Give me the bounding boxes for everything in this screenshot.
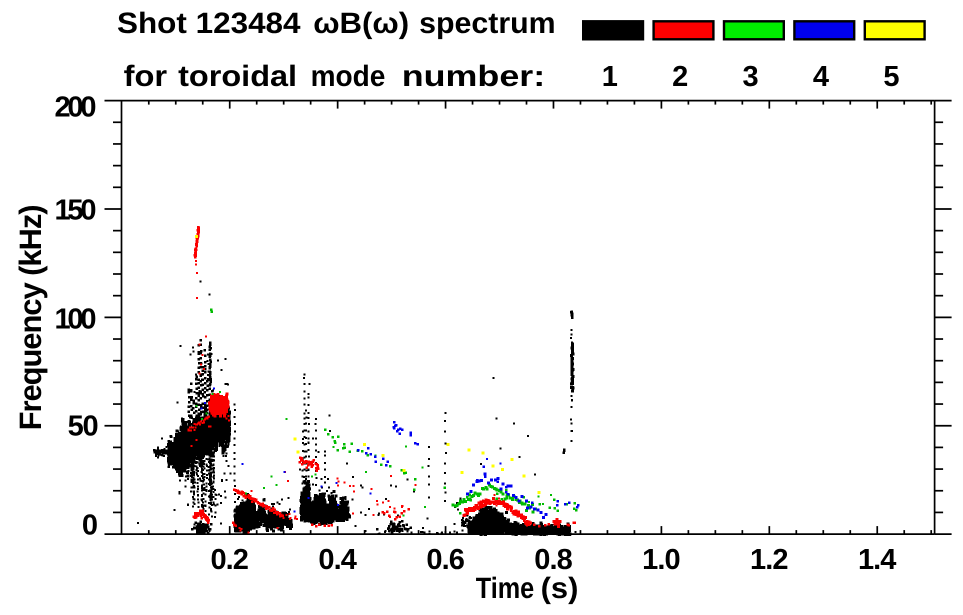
svg-text:50: 50 [68, 410, 99, 442]
svg-text:0.8: 0.8 [534, 544, 573, 576]
svg-text:Shot 123484: Shot 123484 [117, 7, 301, 40]
svg-text:ωB(ω): ωB(ω) [313, 7, 409, 40]
svg-text:number:: number: [402, 60, 545, 93]
svg-text:1: 1 [602, 61, 618, 93]
svg-text:2: 2 [672, 61, 688, 93]
svg-text:3: 3 [743, 61, 759, 93]
svg-text:0.2: 0.2 [210, 544, 249, 576]
svg-text:mode: mode [311, 60, 386, 93]
svg-text:toroidal: toroidal [178, 60, 297, 93]
svg-text:0: 0 [82, 510, 98, 542]
svg-text:1.4: 1.4 [858, 544, 897, 576]
svg-text:(s): (s) [541, 572, 579, 605]
svg-text:4: 4 [813, 61, 829, 93]
svg-text:Frequency (kHz): Frequency (kHz) [13, 204, 48, 430]
svg-text:5: 5 [883, 61, 899, 93]
svg-text:100: 100 [55, 304, 97, 336]
svg-text:150: 150 [55, 194, 97, 226]
svg-text:0.6: 0.6 [426, 544, 465, 576]
svg-text:1.0: 1.0 [642, 544, 681, 576]
svg-text:Time: Time [476, 572, 534, 605]
svg-text:1.2: 1.2 [750, 544, 789, 576]
svg-text:200: 200 [55, 92, 97, 124]
svg-text:0.4: 0.4 [318, 544, 357, 576]
svg-text:for: for [124, 60, 168, 93]
svg-text:spectrum: spectrum [419, 7, 556, 40]
